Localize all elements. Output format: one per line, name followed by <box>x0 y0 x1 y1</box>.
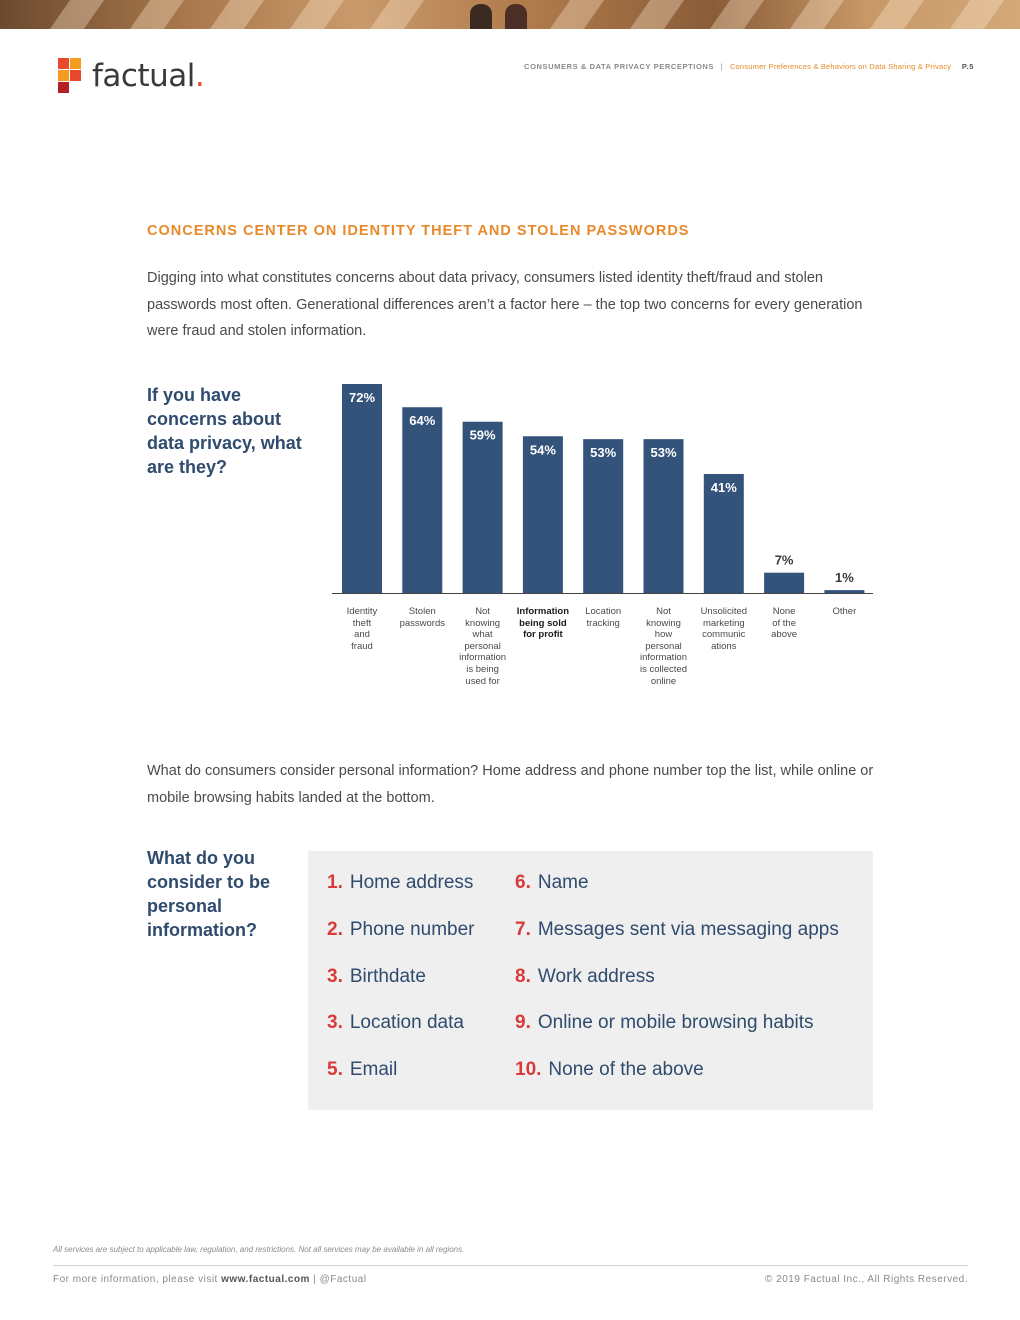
bar-5 <box>643 439 684 593</box>
category-label: Not knowing what personal information is bein… <box>459 606 507 687</box>
list-item: 6. Name <box>515 872 589 893</box>
bar-3 <box>522 436 563 593</box>
category-label: Information being sold for profit <box>516 606 570 641</box>
social-handle-link[interactable]: | @Factual <box>313 1274 367 1285</box>
category-label: Identity theft and fraud <box>346 606 378 652</box>
category-label: Not knowing how personal information is colle… <box>640 606 687 687</box>
section-title: Consumer Preferences & Behaviors on Data… <box>729 62 952 71</box>
bar-value-label: 7% <box>775 553 794 568</box>
bar-value-label: 41% <box>711 480 737 495</box>
category-label: Other <box>832 606 857 617</box>
list-item: 10. None of the above <box>515 1059 704 1080</box>
intro-paragraph: Digging into what constitutes concerns a… <box>147 270 863 339</box>
bar-6 <box>703 473 744 593</box>
website-link[interactable]: www.factual.com <box>221 1274 310 1285</box>
category-label: Stolen passwords <box>399 606 445 629</box>
bar-value-label: 53% <box>650 445 676 460</box>
ranked-list-panel: 1. Home address 2. Phone number 3. Birthdat… <box>308 851 873 1110</box>
list-item: 5. Email <box>327 1059 398 1080</box>
footer-info-text: For more information, please visit <box>53 1274 218 1285</box>
document-title: CONSUMERS & DATA PRIVACY PERCEPTIONS <box>524 62 714 71</box>
header-separator: | <box>720 62 724 71</box>
bar-value-label: 54% <box>530 442 556 457</box>
footer-info: For more information, please visit www.f… <box>53 1274 367 1285</box>
bar-7 <box>764 572 805 593</box>
bar-value-label: 64% <box>409 413 435 428</box>
list-item: 2. Phone number <box>327 919 475 940</box>
factual-logo: factual. <box>58 58 205 94</box>
list-item: 7. Messages sent via messaging apps <box>515 919 839 940</box>
chart-question: If you have concerns about data privacy,… <box>147 385 302 477</box>
logo-mark-icon <box>58 58 86 94</box>
list-item: 3. Birthdate <box>327 966 426 987</box>
bar-8 <box>824 590 865 593</box>
bar-4 <box>583 439 624 593</box>
legal-disclaimer: All services are subject to applicable l… <box>53 1245 465 1254</box>
running-header: CONSUMERS & DATA PRIVACY PERCEPTIONS | C… <box>524 62 974 71</box>
chart-category-labels: Identity theft and fraud Stolen passwords Not k… <box>330 606 875 696</box>
copyright-notice: © 2019 Factual Inc., All Rights Reserved… <box>765 1274 968 1285</box>
category-label: None of the above <box>771 606 798 641</box>
bar-value-label: 59% <box>470 428 496 443</box>
section-heading: CONCERNS CENTER ON IDENTITY THEFT AND ST… <box>147 223 690 239</box>
bar-0 <box>342 384 382 593</box>
bar-value-label: 1% <box>835 570 854 585</box>
list-item: 3. Location data <box>327 1012 464 1033</box>
bar-2 <box>462 421 503 593</box>
list-item: 9. Online or mobile browsing habits <box>515 1012 814 1033</box>
bar-1 <box>402 407 443 593</box>
category-label: Location tracking <box>585 606 622 629</box>
logo-wordmark: factual. <box>92 58 205 94</box>
page-number: P.5 <box>961 62 974 71</box>
personal-info-paragraph: What do consumers consider personal info… <box>147 763 874 806</box>
header-photo-banner <box>0 0 1020 29</box>
bar-value-label: 53% <box>590 445 616 460</box>
category-label: Unsolicited marketing communic ations <box>700 606 748 652</box>
list-question: What do you consider to be personal info… <box>147 848 271 940</box>
concerns-bar-chart: 72% 64% 59% 54% 53% 53% 41% 7% 1% <box>332 384 873 594</box>
list-item: 8. Work address <box>515 966 655 987</box>
footer-divider <box>53 1265 968 1266</box>
bar-value-label: 72% <box>349 390 375 405</box>
list-item: 1. Home address <box>327 872 474 893</box>
